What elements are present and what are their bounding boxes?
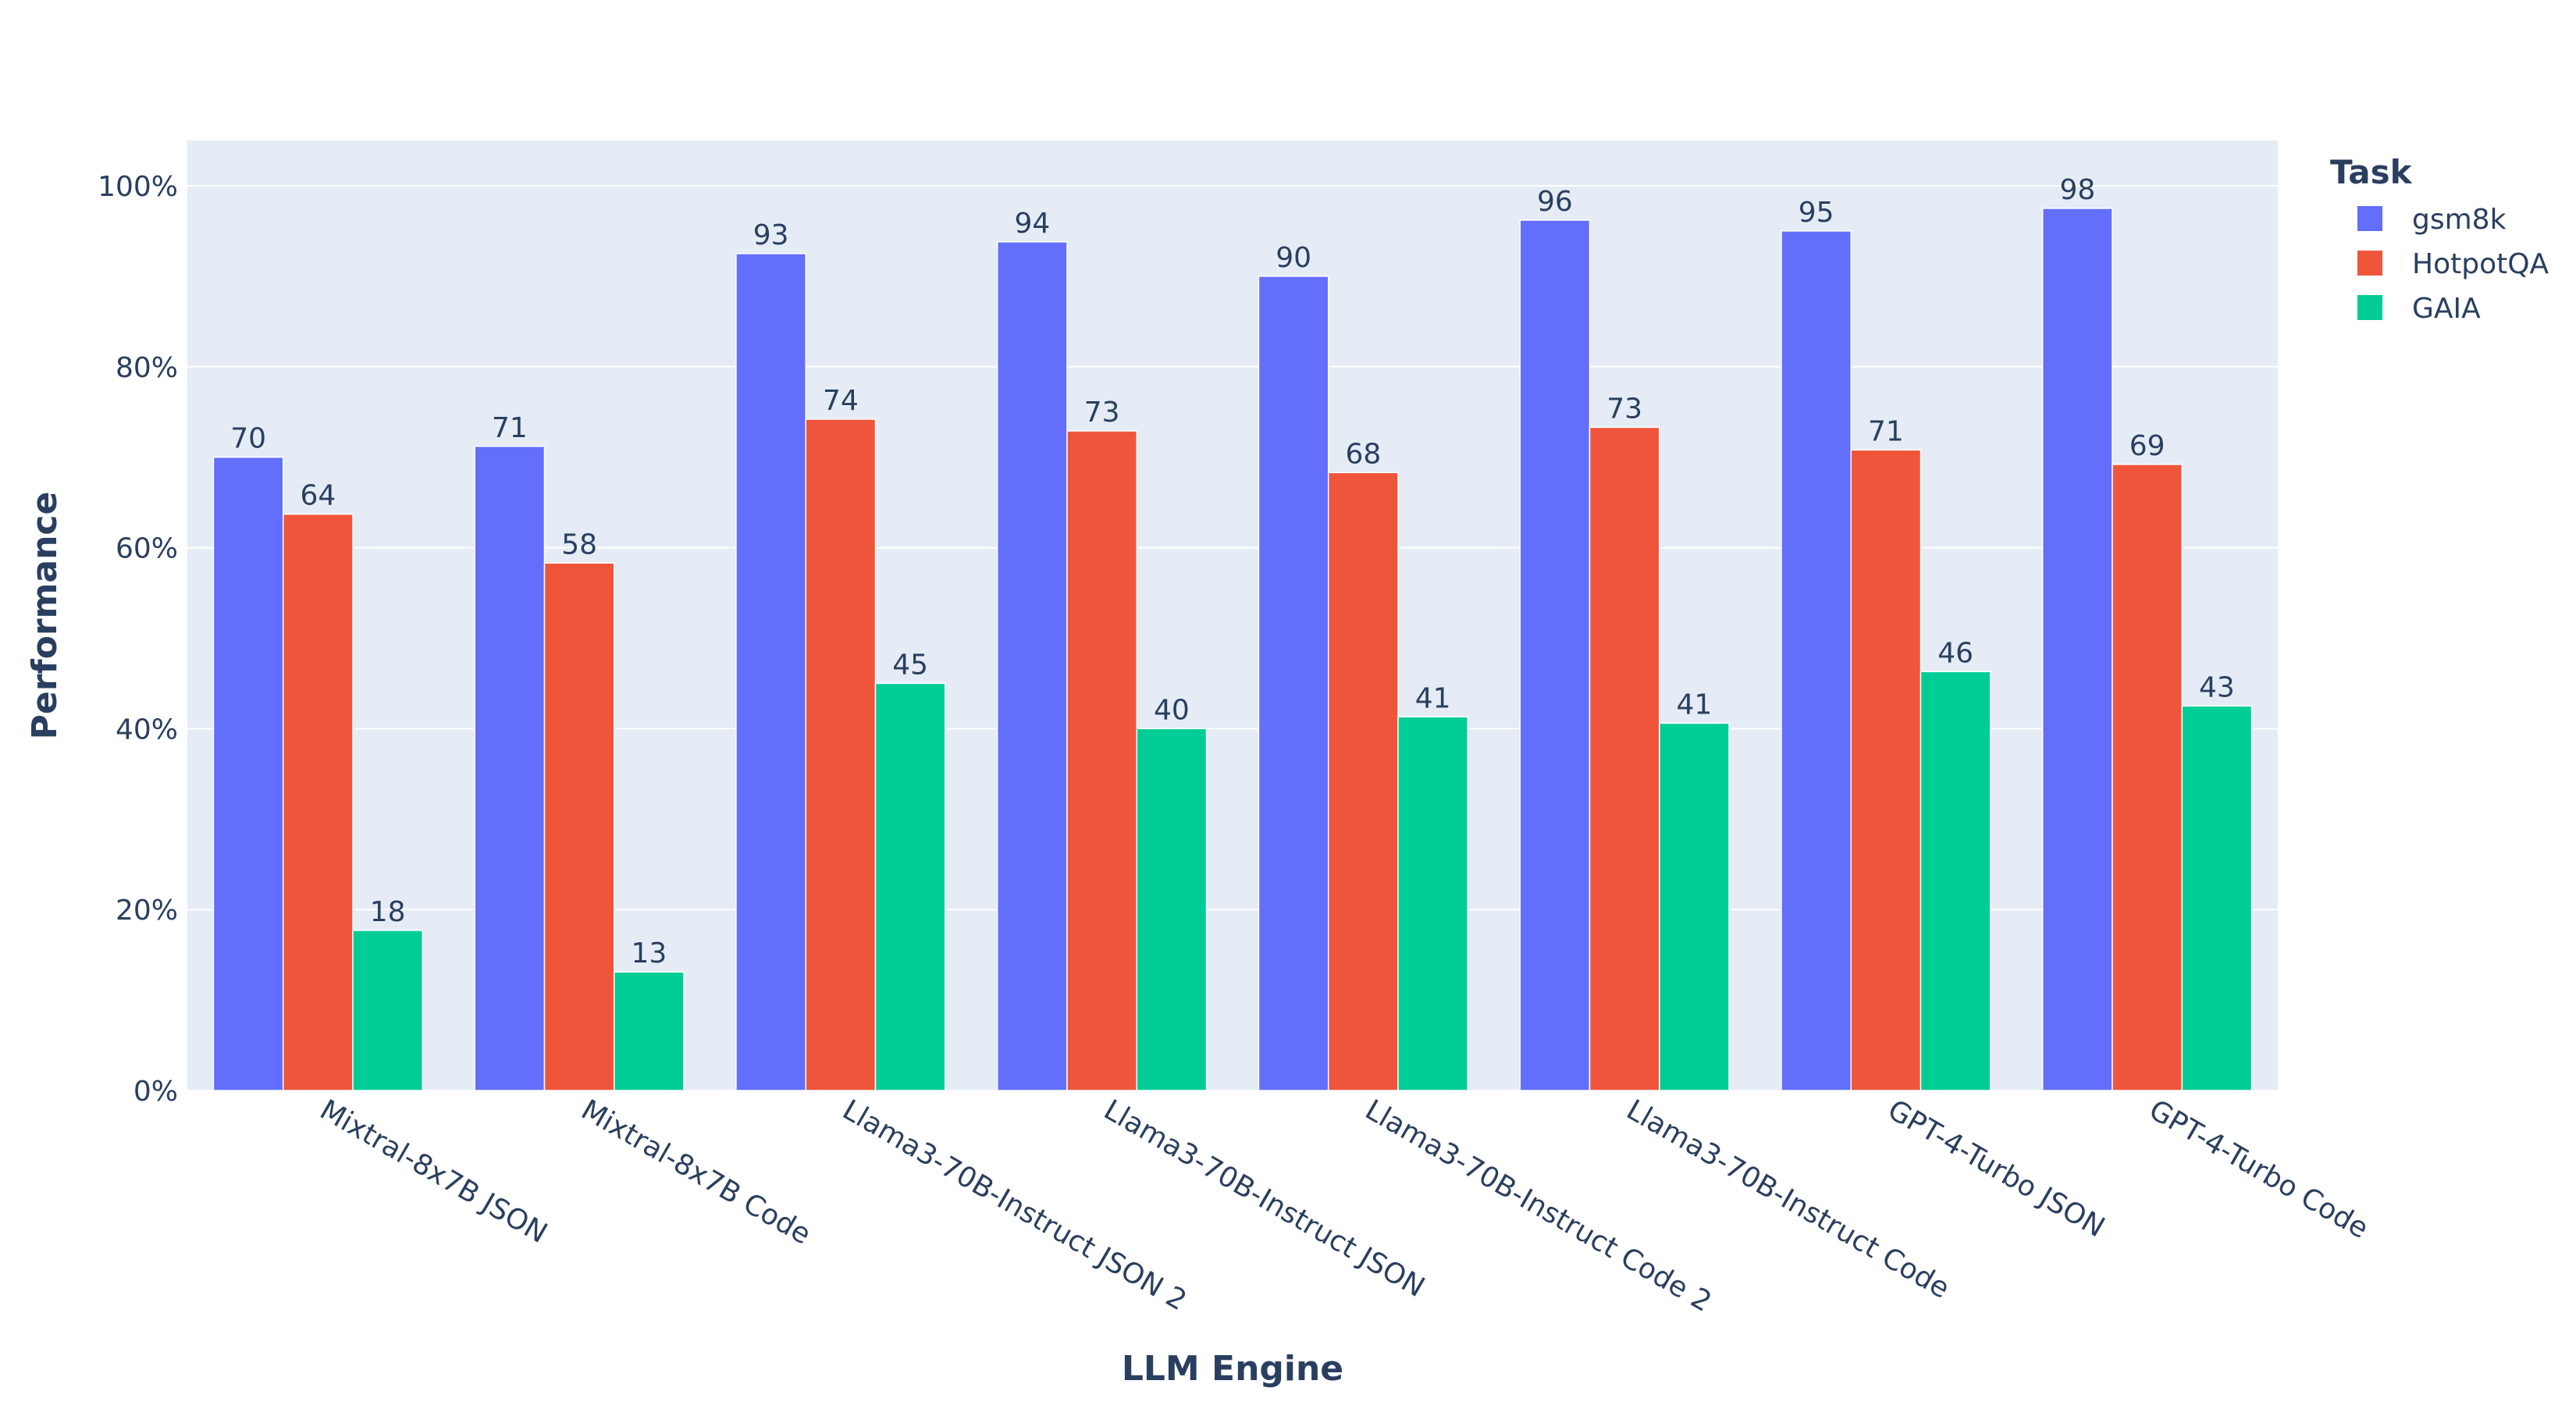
y-tick-label: 80% — [116, 352, 178, 384]
data-labels: 70 64 18 71 58 13 93 74 45 94 73 40 90 68 41 96 73 41 95 71… — [230, 174, 2235, 970]
bar-value-label: 94 — [1014, 208, 1050, 240]
bar-value-label: 43 — [2199, 671, 2235, 703]
legend-item-label: HotpotQA — [2412, 248, 2549, 280]
bar-value-label: 71 — [492, 412, 528, 444]
bar-gaia — [1397, 716, 1469, 1091]
bar-value-label: 41 — [1676, 688, 1712, 721]
legend-title: Task — [2330, 153, 2413, 191]
bar-value-label: 71 — [1868, 415, 1904, 447]
bar-hotpotqa — [805, 418, 877, 1091]
bar-gsm8k — [996, 241, 1068, 1091]
bar-value-label: 46 — [1937, 637, 1973, 669]
bar-value-label: 95 — [1799, 197, 1834, 229]
bar-gsm8k — [212, 456, 284, 1091]
bar-gaia — [1920, 671, 1991, 1091]
bar-hotpotqa — [543, 562, 615, 1091]
y-tick-label: 40% — [116, 713, 178, 745]
x-axis: Mixtral-8x7B JSON Mixtral-8x7B Code Llama3… — [315, 1094, 2374, 1318]
bar-gsm8k — [1781, 230, 1852, 1091]
x-tick-label: GPT-4-Turbo Code — [2144, 1094, 2374, 1245]
bar-value-label: 96 — [1537, 186, 1573, 218]
legend-item-label: GAIA — [2412, 293, 2481, 325]
x-tick-label: GPT-4-Turbo JSON — [1882, 1094, 2110, 1244]
x-axis-title: LLM Engine — [1122, 1349, 1343, 1389]
bar-value-label: 73 — [1606, 393, 1642, 425]
bar-value-label: 69 — [2129, 430, 2165, 462]
bar-value-label: 90 — [1276, 242, 1311, 274]
bar-value-label: 74 — [823, 385, 859, 417]
bar-value-label: 45 — [892, 649, 928, 681]
bar-gsm8k — [2041, 208, 2113, 1091]
x-tick-label: Mixtral-8x7B Code — [576, 1094, 817, 1251]
bar-value-label: 18 — [370, 896, 406, 928]
bar-value-label: 13 — [631, 938, 667, 970]
bar-gaia — [2181, 705, 2253, 1091]
bar-gsm8k — [1258, 276, 1329, 1091]
bar-value-label: 70 — [230, 423, 266, 455]
legend-swatch — [2357, 251, 2382, 276]
bar-hotpotqa — [282, 513, 354, 1091]
bar-gaia — [1659, 722, 1730, 1091]
legend-swatch — [2357, 206, 2382, 231]
bar-gaia — [1136, 728, 1208, 1091]
y-tick-label: 20% — [116, 895, 178, 927]
bar-value-label: 73 — [1084, 397, 1120, 429]
bar-value-label: 98 — [2059, 174, 2095, 206]
bar-hotpotqa — [1327, 471, 1399, 1091]
bar-hotpotqa — [2112, 464, 2183, 1091]
bar-value-label: 68 — [1345, 438, 1381, 470]
x-tick-label: Mixtral-8x7B JSON — [315, 1094, 553, 1250]
bar-gaia — [874, 682, 946, 1091]
legend-item-label: gsm8k — [2412, 204, 2507, 236]
bar-hotpotqa — [1589, 426, 1660, 1091]
legend-swatch — [2357, 295, 2382, 320]
y-tick-label: 60% — [116, 533, 178, 565]
y-tick-label: 0% — [133, 1076, 178, 1108]
bar-hotpotqa — [1066, 430, 1138, 1091]
bars — [212, 208, 2253, 1091]
y-tick-label: 100% — [98, 171, 178, 203]
bar-hotpotqa — [1850, 449, 1922, 1091]
legend: Task gsm8k HotpotQA GAIA — [2330, 153, 2549, 325]
y-axis: 0% 20% 40% 60% 80% 100% — [98, 171, 178, 1108]
bar-value-label: 58 — [561, 528, 597, 560]
bar-gsm8k — [474, 446, 546, 1091]
y-axis-title: Performance — [25, 492, 65, 740]
bar-gsm8k — [1519, 219, 1591, 1091]
bar-value-label: 93 — [753, 219, 789, 251]
bar-value-label: 40 — [1154, 694, 1190, 726]
bar-gaia — [614, 971, 685, 1091]
bar-gsm8k — [735, 253, 806, 1091]
bar-value-label: 64 — [300, 480, 336, 512]
bar-value-label: 41 — [1415, 682, 1451, 714]
bar-gaia — [352, 930, 424, 1091]
